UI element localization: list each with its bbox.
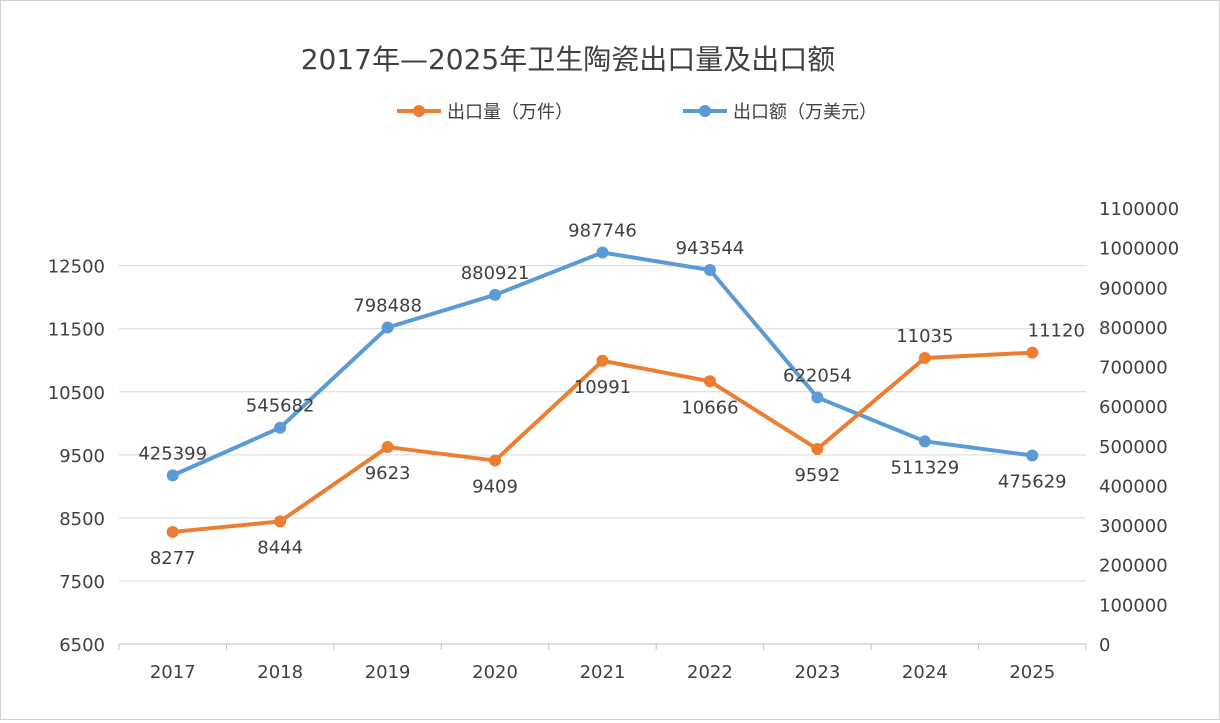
data-label: 425399 — [138, 443, 207, 464]
data-label: 9409 — [472, 477, 518, 498]
x-tick-label: 2022 — [687, 662, 733, 683]
right-tick-label: 1100000 — [1099, 199, 1179, 220]
data-point — [703, 375, 716, 388]
x-tick-label: 2017 — [150, 662, 196, 683]
x-tick-label: 2021 — [580, 662, 626, 683]
data-point — [596, 246, 609, 259]
data-label: 475629 — [998, 471, 1067, 492]
left-tick-label: 9500 — [59, 446, 105, 467]
series-layer: 425399 545682 798488 880921 987746 943544 6220… — [138, 220, 1085, 568]
x-tick-label: 2025 — [1009, 662, 1055, 683]
data-label: 8277 — [150, 548, 196, 569]
data-label: 10991 — [574, 377, 631, 398]
data-label: 880921 — [461, 263, 530, 284]
data-point — [596, 354, 609, 367]
data-point — [166, 469, 179, 482]
data-point — [381, 321, 394, 334]
data-point — [811, 443, 824, 456]
legend-label: 出口量（万件） — [447, 102, 573, 123]
left-tick-label: 7500 — [59, 572, 105, 593]
data-point — [166, 525, 179, 538]
right-tick-label: 600000 — [1099, 397, 1168, 418]
x-tick-label: 2023 — [794, 662, 840, 683]
right-tick-label: 500000 — [1099, 437, 1168, 458]
series-export-value: 425399 545682 798488 880921 987746 943544 6220… — [138, 220, 1066, 492]
data-label: 798488 — [353, 296, 422, 317]
legend-item: 出口量（万件） — [397, 102, 573, 123]
right-tick-label: 1000000 — [1099, 239, 1179, 260]
data-point — [381, 441, 394, 454]
chart-title: 2017年—2025年卫生陶瓷出口量及出口额 — [301, 43, 836, 76]
legend: 出口量（万件） 出口额（万美元） — [397, 102, 877, 123]
axes: 6500 7500 8500 9500 10500 11500 12500 0 100000 20… — [48, 199, 1179, 683]
data-point — [1026, 346, 1039, 359]
data-point — [918, 435, 931, 448]
series-export-volume: 8277 8444 9623 9409 10991 10666 9592 11035 11120 — [150, 321, 1085, 569]
data-point — [811, 391, 824, 404]
data-point — [489, 288, 502, 301]
data-point — [918, 352, 931, 365]
x-tick-label: 2024 — [902, 662, 948, 683]
data-point — [274, 421, 287, 434]
data-label: 622054 — [783, 365, 852, 386]
legend-item: 出口额（万美元） — [683, 102, 877, 123]
data-point — [703, 264, 716, 277]
right-tick-label: 700000 — [1099, 358, 1168, 379]
data-label: 8444 — [257, 537, 303, 558]
legend-marker — [413, 105, 425, 117]
right-tick-label: 300000 — [1099, 516, 1168, 537]
data-point — [489, 454, 502, 467]
data-label: 11120 — [1028, 321, 1085, 342]
data-label: 987746 — [568, 220, 637, 241]
right-tick-label: 400000 — [1099, 476, 1168, 497]
data-label: 11035 — [896, 326, 953, 347]
data-point — [274, 515, 287, 528]
data-label: 943544 — [676, 238, 745, 259]
right-tick-label: 100000 — [1099, 595, 1168, 616]
right-tick-label: 0 — [1099, 635, 1110, 656]
right-tick-label: 900000 — [1099, 278, 1168, 299]
data-label: 9623 — [365, 463, 411, 484]
legend-label: 出口额（万美元） — [733, 102, 877, 123]
data-label: 9592 — [794, 465, 840, 486]
x-tick-label: 2019 — [365, 662, 411, 683]
right-tick-label: 800000 — [1099, 318, 1168, 339]
gridlines — [119, 265, 1086, 582]
data-label: 545682 — [246, 396, 315, 417]
left-tick-label: 12500 — [48, 257, 105, 278]
data-label: 10666 — [681, 397, 738, 418]
data-label: 511329 — [890, 457, 959, 478]
right-tick-label: 200000 — [1099, 556, 1168, 577]
left-tick-label: 11500 — [48, 320, 105, 341]
legend-marker — [699, 105, 711, 117]
left-tick-label: 8500 — [59, 509, 105, 530]
data-point — [1026, 449, 1039, 462]
x-tick-label: 2020 — [472, 662, 518, 683]
left-tick-label: 6500 — [59, 635, 105, 656]
x-tick-label: 2018 — [257, 662, 303, 683]
left-tick-label: 10500 — [48, 383, 105, 404]
